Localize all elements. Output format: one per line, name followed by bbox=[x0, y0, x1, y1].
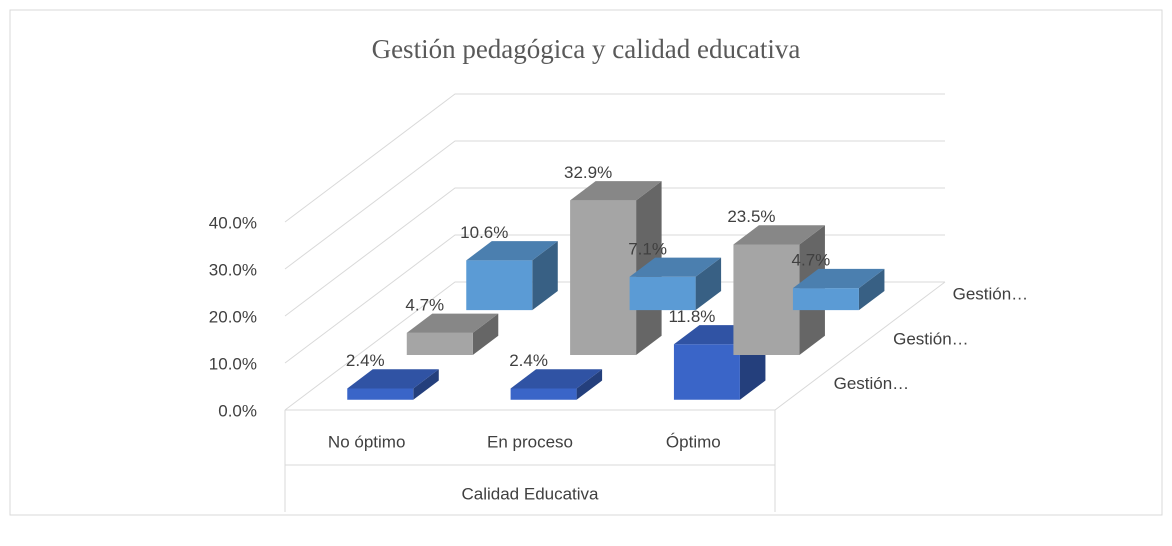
bar-side bbox=[472, 313, 499, 355]
bar-top bbox=[406, 313, 499, 333]
bar-front bbox=[629, 276, 696, 311]
bar-side bbox=[413, 369, 439, 400]
bar-top bbox=[792, 268, 885, 289]
bar-side bbox=[576, 369, 603, 400]
bar-top bbox=[629, 257, 722, 277]
data-label: 32.9% bbox=[564, 163, 612, 182]
bar-side bbox=[532, 241, 558, 311]
data-label: 10.6% bbox=[460, 223, 508, 242]
series-label: Gestión… bbox=[834, 374, 910, 393]
x-tick-label: En proceso bbox=[487, 432, 573, 451]
data-label: 2.4% bbox=[509, 351, 548, 370]
bar-top bbox=[570, 181, 662, 201]
data-label: 4.7% bbox=[792, 251, 831, 270]
chart-title: Gestión pedagógica y calidad educativa bbox=[372, 34, 801, 64]
data-label: 2.4% bbox=[346, 351, 385, 370]
x-tick-label: Óptimo bbox=[666, 432, 721, 451]
x-tick-label: No óptimo bbox=[328, 432, 405, 451]
grid-line bbox=[284, 187, 945, 317]
y-tick-label: 0.0% bbox=[218, 401, 257, 420]
series-label: Gestión… bbox=[953, 285, 1029, 304]
x-axis-title: Calidad Educativa bbox=[461, 484, 599, 503]
bar-side bbox=[858, 268, 885, 311]
grid-line bbox=[284, 93, 945, 223]
y-tick-label: 40.0% bbox=[209, 213, 257, 232]
y-tick-label: 30.0% bbox=[209, 260, 257, 279]
bar-top bbox=[466, 241, 558, 261]
data-label: 23.5% bbox=[727, 207, 775, 226]
bar-front bbox=[570, 200, 637, 355]
bar-top bbox=[510, 369, 603, 389]
bar-front bbox=[733, 244, 800, 355]
bar-front bbox=[347, 388, 414, 400]
bar-side bbox=[695, 257, 722, 311]
bar-front bbox=[466, 260, 533, 311]
bar-top bbox=[733, 225, 825, 245]
bar-front bbox=[792, 288, 859, 311]
bar-front bbox=[510, 388, 577, 400]
y-tick-label: 10.0% bbox=[209, 354, 257, 373]
data-label: 7.1% bbox=[628, 239, 667, 258]
bar-front bbox=[673, 344, 740, 400]
y-tick-label: 20.0% bbox=[209, 307, 257, 326]
series-label: Gestión… bbox=[893, 329, 969, 348]
grid-line bbox=[284, 140, 945, 270]
data-label: 11.8% bbox=[668, 307, 715, 326]
data-label: 4.7% bbox=[405, 295, 444, 314]
bar-top bbox=[347, 369, 439, 389]
bar-front bbox=[406, 332, 473, 355]
